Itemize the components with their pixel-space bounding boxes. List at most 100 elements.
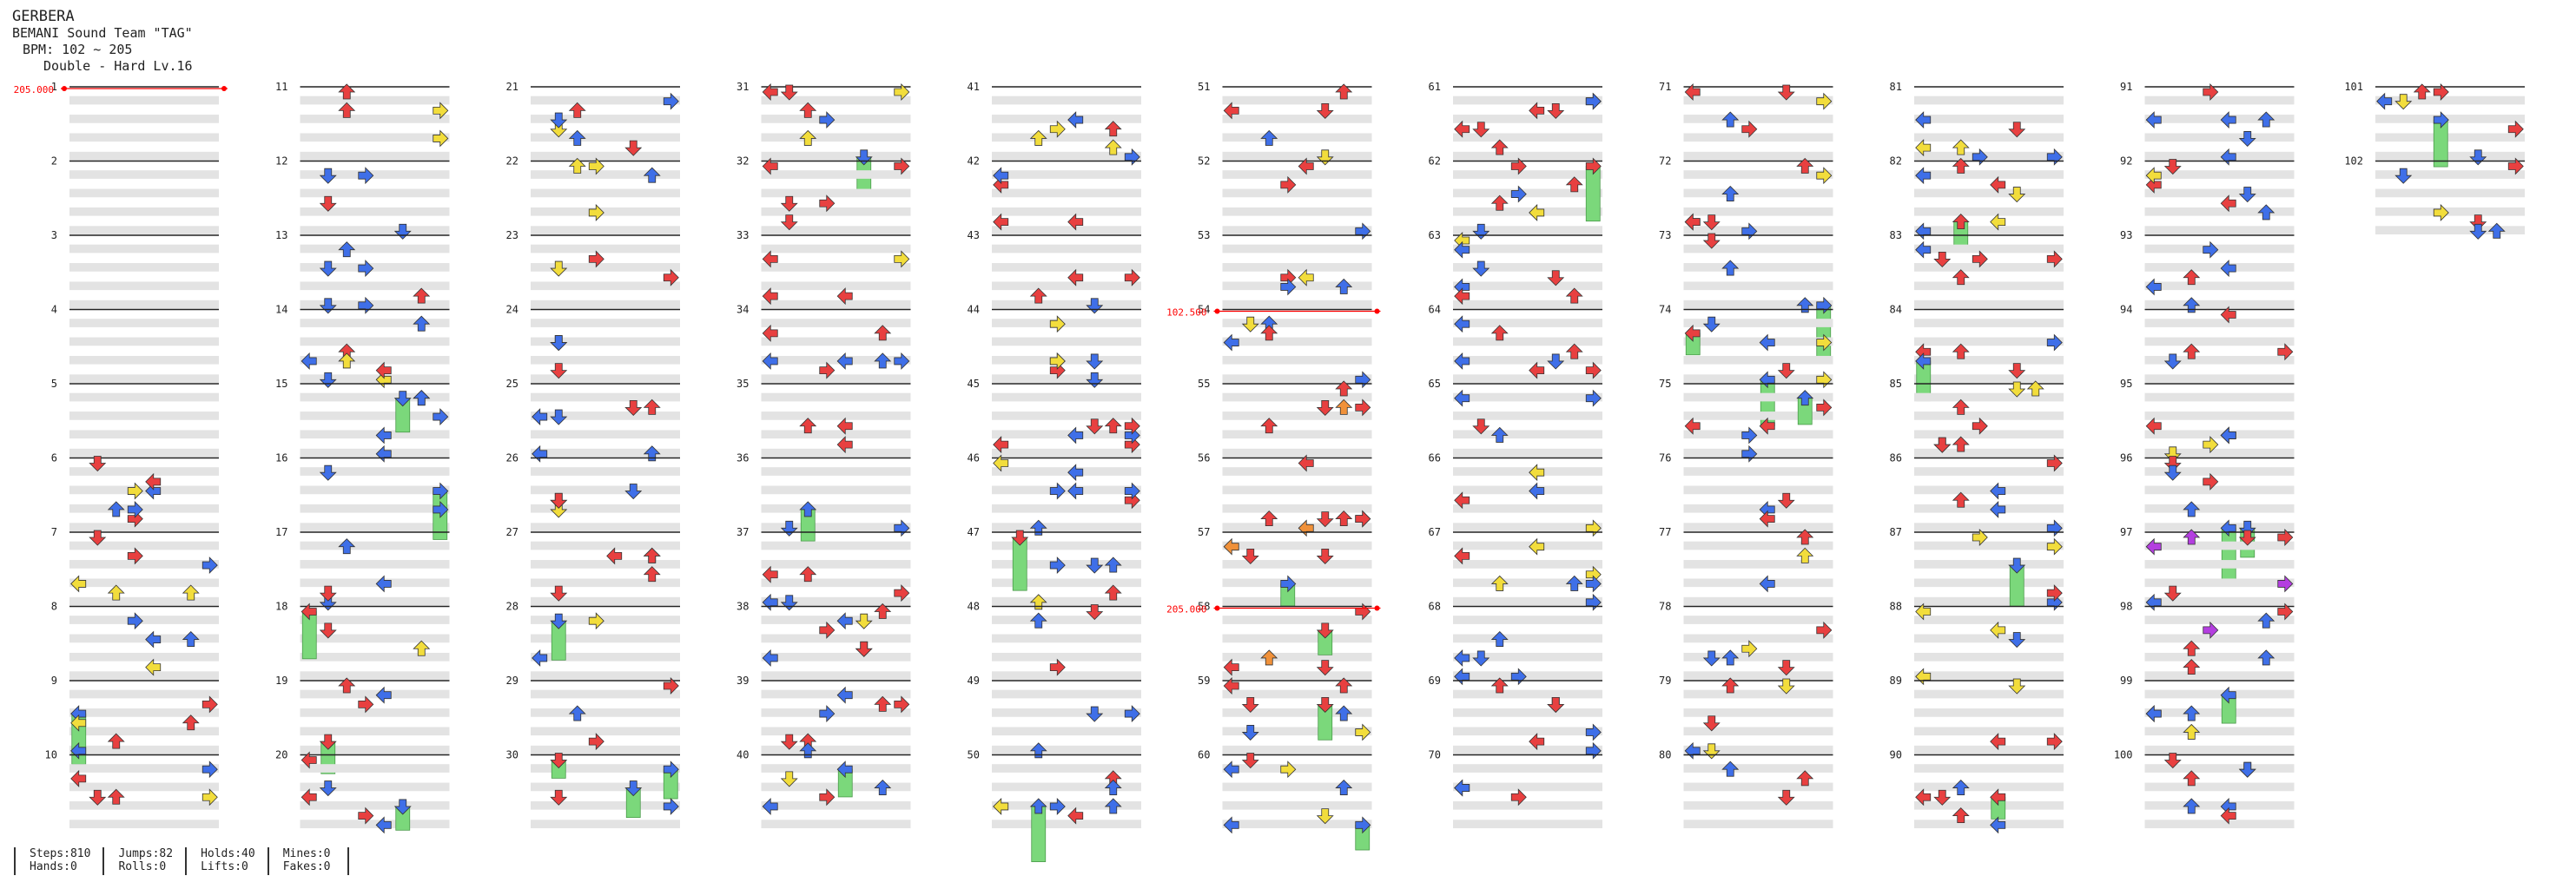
step-arrow bbox=[993, 167, 1009, 185]
step-arrow bbox=[1777, 789, 1795, 806]
beat-band bbox=[1222, 652, 1372, 662]
step-arrow bbox=[1280, 575, 1297, 593]
step-arrow bbox=[338, 352, 356, 369]
beat-band bbox=[761, 300, 911, 309]
step-arrow bbox=[1049, 556, 1066, 575]
beat-band bbox=[1683, 652, 1833, 662]
step-arrow bbox=[1952, 157, 1970, 174]
step-arrow bbox=[1816, 621, 1833, 639]
bpm-marker bbox=[1214, 605, 1220, 611]
step-arrow bbox=[1915, 222, 1932, 240]
beat-band bbox=[1683, 244, 1833, 254]
step-arrow bbox=[2145, 537, 2162, 556]
step-arrow bbox=[588, 203, 604, 221]
measure-number: 47 bbox=[968, 526, 980, 538]
beat-band bbox=[1683, 689, 1833, 699]
step-arrow bbox=[1490, 426, 1509, 443]
beat-band bbox=[69, 689, 219, 699]
step-arrow bbox=[643, 547, 661, 563]
step-arrow bbox=[1684, 741, 1701, 760]
beat-band bbox=[1914, 355, 2064, 365]
step-arrow bbox=[550, 409, 568, 425]
beat-band bbox=[1914, 430, 2064, 439]
step-arrow bbox=[1741, 222, 1758, 240]
beat-band bbox=[531, 820, 680, 828]
beat-band bbox=[2144, 671, 2295, 680]
step-arrow bbox=[1952, 139, 1970, 155]
step-arrow bbox=[762, 250, 778, 268]
step-arrow bbox=[1990, 482, 2006, 500]
beat-band bbox=[1914, 578, 2064, 588]
beat-band bbox=[1914, 263, 2064, 272]
beat-band bbox=[531, 412, 680, 420]
beat-band bbox=[1222, 337, 1372, 346]
beat-band bbox=[69, 560, 219, 569]
step-arrow bbox=[1684, 324, 1701, 342]
song-info: GERBERA BEMANI Sound Team "TAG" BPM: 102… bbox=[12, 9, 193, 75]
beat-band bbox=[531, 188, 680, 198]
beat-band bbox=[531, 319, 680, 327]
measure-number: 51 bbox=[1198, 81, 1210, 93]
step-arrow bbox=[643, 566, 661, 583]
measure-number: 10 bbox=[45, 749, 57, 761]
beat-band bbox=[2375, 133, 2525, 142]
beat-band bbox=[300, 820, 450, 828]
step-arrow bbox=[1472, 122, 1490, 138]
measure-number: 12 bbox=[275, 155, 287, 168]
step-arrow bbox=[624, 484, 643, 500]
beat-band bbox=[2375, 226, 2525, 234]
beat-band bbox=[1683, 727, 1833, 736]
step-arrow bbox=[780, 84, 798, 101]
step-arrow bbox=[1816, 398, 1833, 417]
measure-number: 50 bbox=[968, 749, 980, 761]
beat-band bbox=[2144, 412, 2295, 420]
measure-number: 60 bbox=[1198, 749, 1210, 761]
step-arrow bbox=[1029, 519, 1047, 536]
beat-band bbox=[2144, 430, 2295, 439]
beat-band bbox=[761, 448, 911, 458]
step-arrow bbox=[338, 102, 356, 118]
measure-number: 100 bbox=[2114, 749, 2133, 761]
beat-band bbox=[1453, 727, 1602, 736]
step-arrow bbox=[836, 287, 853, 306]
beat-band bbox=[531, 634, 680, 643]
beat-band bbox=[761, 151, 911, 161]
beat-band bbox=[531, 133, 680, 142]
steps-count: Steps:810 bbox=[30, 847, 91, 860]
measure-number: 82 bbox=[1890, 155, 1902, 168]
measure-number: 84 bbox=[1890, 304, 1902, 316]
beat-band bbox=[1222, 485, 1372, 495]
beat-band bbox=[300, 523, 450, 531]
measure-number: 83 bbox=[1890, 229, 1902, 241]
measure-number: 55 bbox=[1198, 378, 1210, 390]
measure-number: 102 bbox=[2344, 155, 2363, 168]
step-arrow bbox=[1067, 482, 1084, 500]
step-arrow bbox=[762, 565, 778, 583]
beat-band bbox=[531, 337, 680, 346]
beat-band bbox=[300, 448, 450, 458]
beat-band bbox=[69, 188, 219, 198]
beat-band bbox=[992, 151, 1141, 161]
step-arrow bbox=[433, 408, 449, 426]
beat-band bbox=[1453, 560, 1602, 569]
beat-band bbox=[69, 319, 219, 327]
step-arrow bbox=[1585, 575, 1602, 593]
beat-band bbox=[1222, 151, 1372, 161]
step-arrow bbox=[2238, 530, 2256, 546]
step-arrow bbox=[1952, 779, 1970, 795]
step-arrow bbox=[301, 788, 317, 807]
beat-band bbox=[761, 523, 911, 531]
step-arrow bbox=[1355, 723, 1371, 741]
beat-band bbox=[2144, 800, 2295, 810]
step-arrow bbox=[2145, 278, 2162, 296]
step-arrow bbox=[2163, 753, 2182, 769]
measure-number: 9 bbox=[51, 675, 57, 687]
step-arrow bbox=[1029, 129, 1047, 146]
step-arrow bbox=[2257, 649, 2275, 666]
step-arrow bbox=[1529, 464, 1545, 482]
step-arrow bbox=[1260, 129, 1278, 146]
step-arrow bbox=[1049, 658, 1066, 676]
beat-band bbox=[69, 448, 219, 458]
step-arrow bbox=[2220, 306, 2236, 324]
beat-band bbox=[300, 467, 450, 476]
